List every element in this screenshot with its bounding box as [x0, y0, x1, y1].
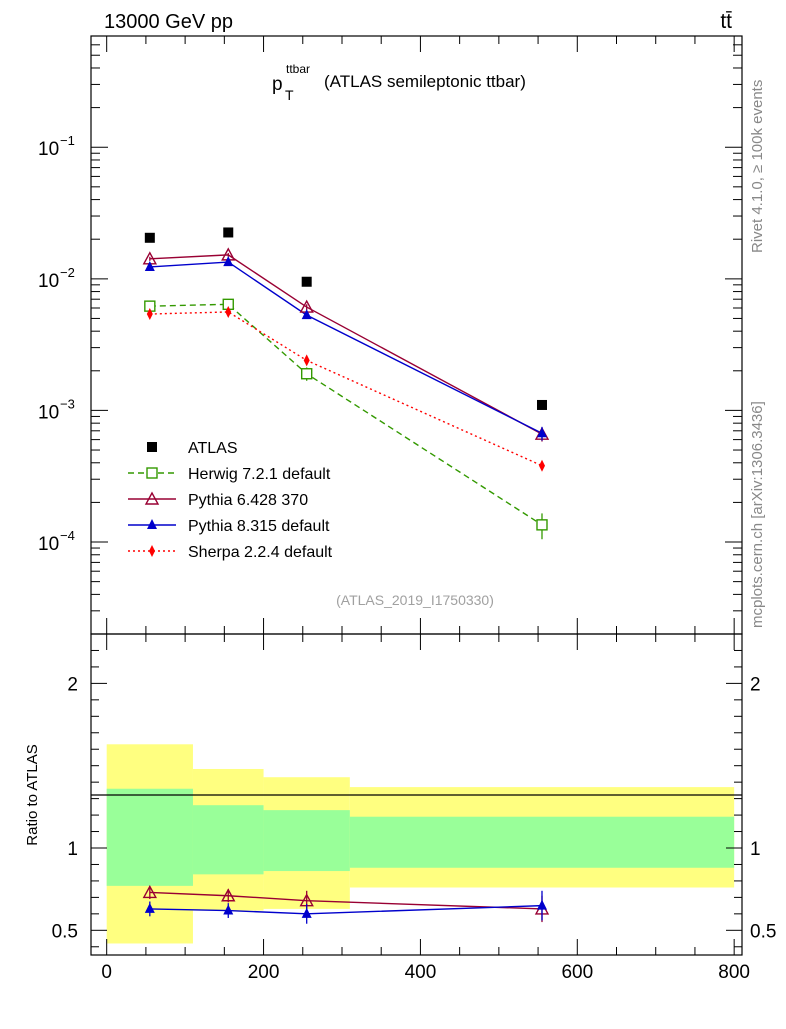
legend-marker	[146, 467, 158, 479]
series-line	[149, 254, 543, 435]
data-point	[223, 256, 234, 267]
ratio-data-point	[301, 907, 312, 918]
inner-uncertainty-band	[192, 805, 264, 875]
legend-entry-label: Herwig 7.2.1 default	[188, 466, 331, 483]
data-point	[301, 276, 312, 287]
plot-title: p	[272, 74, 283, 95]
main-plot-panel: 10−110−210−310−4 p ttbar T (ATLAS semile…	[38, 35, 743, 635]
ratio-y-tick-label-left: 0.5	[52, 921, 78, 942]
ratio-y-tick-label-left: 1	[67, 839, 78, 860]
y-tick-label: 10	[38, 402, 59, 423]
ratio-plot-frame	[90, 633, 743, 956]
data-point	[144, 232, 155, 243]
data-point	[301, 309, 312, 320]
series-line	[149, 261, 543, 434]
title-superscript: ttbar	[286, 62, 310, 76]
y-tick-label-exponent: −3	[60, 396, 75, 411]
data-point	[303, 354, 310, 367]
ratio-data-point	[223, 904, 234, 915]
mcplots-url-label: mcplots.cern.ch [arXiv:1306.3436]	[749, 401, 766, 628]
y-tick-label: 10	[38, 271, 59, 292]
data-point	[536, 519, 548, 531]
x-tick-label: 400	[405, 962, 437, 983]
legend-entry-label: Sherpa 2.2.4 default	[188, 544, 333, 561]
legend-entry-label: Pythia 6.428 370	[188, 492, 308, 509]
ratio-data-point	[144, 902, 155, 913]
y-tick-label: 10	[38, 139, 59, 160]
ratio-series-line	[149, 891, 543, 910]
data-point	[538, 459, 545, 472]
data-point	[144, 260, 155, 271]
legend-marker	[149, 545, 155, 557]
legend-marker	[144, 491, 160, 505]
title-main: p	[272, 74, 283, 95]
rivet-version-label: Rivet 4.1.0, ≥ 100k events	[749, 80, 766, 253]
legend: ATLAS Herwig 7.2.1 default Pythia 6.428 37…	[128, 440, 333, 561]
x-tick-label: 0	[101, 962, 112, 983]
ratio-axis-ticks: 0.5 0.5 1 1 2 2 0 200 400 600 800	[52, 633, 776, 983]
data-point	[225, 305, 232, 318]
x-tick-label: 800	[718, 962, 750, 983]
data-point	[300, 368, 313, 380]
y-tick-label-exponent: −4	[60, 528, 75, 543]
title-description: (ATLAS semileptonic ttbar)	[324, 72, 526, 91]
ratio-y-tick-label-right: 1	[750, 839, 761, 860]
ratio-y-tick-label-right: 0.5	[750, 921, 776, 942]
data-point	[223, 227, 234, 238]
inner-uncertainty-band	[349, 816, 735, 868]
process-label: tt̄	[720, 10, 732, 33]
title-subscript: T	[285, 87, 294, 103]
series-line	[149, 303, 543, 526]
x-tick-label: 600	[561, 962, 593, 983]
analysis-label: (ATLAS_2019_I1750330)	[336, 592, 494, 608]
ratio-data-point	[142, 884, 158, 899]
ratio-y-tick-label-right: 2	[750, 674, 761, 695]
y-tick-label-exponent: −2	[60, 265, 75, 280]
ratio-series-line	[149, 904, 543, 915]
legend-marker	[147, 442, 157, 452]
legend-entry-label: Pythia 8.315 default	[188, 518, 330, 535]
data-point	[146, 308, 153, 321]
ratio-series-group	[142, 884, 550, 924]
data-point	[536, 427, 547, 438]
ratio-y-tick-label-left: 2	[67, 674, 78, 695]
main-axis-ticks: 10−110−210−310−4	[38, 36, 742, 635]
inner-uncertainty-band	[106, 788, 193, 886]
inner-uncertainty-band	[263, 810, 350, 872]
y-tick-label-exponent: −1	[60, 133, 75, 148]
legend-entry-label: ATLAS	[188, 440, 238, 457]
ratio-uncertainty-bands	[106, 744, 735, 944]
ratio-y-axis-label: Ratio to ATLAS	[24, 744, 41, 845]
ratio-data-point	[221, 888, 236, 902]
beam-label: 13000 GeV pp	[104, 11, 233, 33]
x-tick-label: 200	[248, 962, 280, 983]
legend-marker	[147, 519, 157, 529]
data-point	[536, 399, 547, 410]
main-series-group	[142, 227, 550, 540]
ratio-data-point	[536, 899, 547, 910]
ratio-plot-panel: 0.5 0.5 1 1 2 2 0 200 400 600 800 Ratio to ATLAS	[24, 633, 776, 983]
y-tick-label: 10	[38, 534, 59, 555]
